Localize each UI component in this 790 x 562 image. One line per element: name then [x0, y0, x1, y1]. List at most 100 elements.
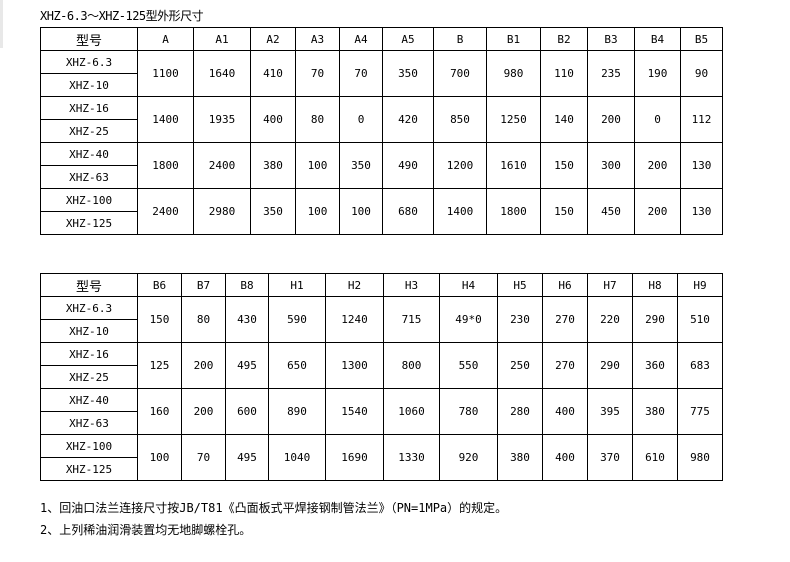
value-cell: 1250	[486, 96, 541, 143]
table-row: XHZ-40 160 200 600 890 1540 1060 780 280 400 395 38…	[40, 388, 723, 435]
value-cell: 410	[250, 50, 296, 97]
value-cell: 200	[634, 188, 681, 235]
table-row: XHZ-125	[40, 211, 723, 235]
column-header: B8	[225, 273, 269, 297]
value-cell: 350	[382, 50, 434, 97]
value-cell: 590	[268, 296, 326, 343]
table-row: XHZ-40 1800 2400 380 100 350 490 1200 1610 150 300…	[40, 142, 723, 189]
value-cell: 90	[680, 50, 723, 97]
column-header: H9	[677, 273, 723, 297]
value-cell: 1330	[383, 434, 440, 481]
model-cell: XHZ-6.3	[40, 296, 138, 320]
table-row: XHZ-100 2400 2980 350 100 100 680 1400 1800 150 45…	[40, 188, 723, 235]
value-cell: 683	[677, 342, 723, 389]
value-cell: 80	[181, 296, 226, 343]
value-cell: 80	[295, 96, 340, 143]
column-header: H1	[268, 273, 326, 297]
value-cell: 70	[295, 50, 340, 97]
value-cell: 775	[677, 388, 723, 435]
value-cell: 200	[181, 388, 226, 435]
value-cell: 270	[542, 342, 588, 389]
header-row: 型号 A A1 A2 A3 A4 A5 B B1 B2 B3 B4 B5	[40, 27, 723, 51]
value-cell: 400	[542, 388, 588, 435]
value-cell: 110	[540, 50, 588, 97]
value-cell: 600	[225, 388, 269, 435]
value-cell: 980	[677, 434, 723, 481]
value-cell: 49*0	[439, 296, 498, 343]
value-cell: 1060	[383, 388, 440, 435]
column-header: H7	[587, 273, 633, 297]
value-cell: 510	[677, 296, 723, 343]
value-cell: 100	[295, 188, 340, 235]
column-header: H3	[383, 273, 440, 297]
table-row: XHZ-16 1400 1935 400 80 0 420 850 1250 140 200 0 112	[40, 96, 723, 143]
table-row: XHZ-10	[40, 73, 723, 97]
value-cell: 850	[433, 96, 487, 143]
column-header: B7	[181, 273, 226, 297]
value-cell: 495	[225, 434, 269, 481]
value-cell: 450	[587, 188, 635, 235]
model-cell: XHZ-100	[40, 188, 138, 212]
value-cell: 200	[634, 142, 681, 189]
table-row: XHZ-25	[40, 119, 723, 143]
column-header: 型号	[40, 273, 138, 297]
value-cell: 1800	[486, 188, 541, 235]
value-cell: 290	[587, 342, 633, 389]
value-cell: 150	[540, 142, 588, 189]
column-header: B6	[137, 273, 182, 297]
value-cell: 300	[587, 142, 635, 189]
value-cell: 1640	[193, 50, 251, 97]
column-header: H2	[325, 273, 384, 297]
notes: 1、回油口法兰连接尺寸按JB/T81《凸面板式平焊接钢制管法兰》（PN=1MPa…	[40, 497, 507, 541]
table-row: XHZ-6.3 1100 1640 410 70 70 350 700 980 110 235 190…	[40, 50, 723, 97]
value-cell: 780	[439, 388, 498, 435]
column-header: B2	[540, 27, 588, 51]
value-cell: 100	[137, 434, 182, 481]
value-cell: 350	[250, 188, 296, 235]
table-row: XHZ-125	[40, 457, 723, 481]
column-header: H5	[497, 273, 543, 297]
value-cell: 610	[632, 434, 678, 481]
value-cell: 1300	[325, 342, 384, 389]
value-cell: 270	[542, 296, 588, 343]
model-cell: XHZ-25	[40, 365, 138, 389]
value-cell: 430	[225, 296, 269, 343]
value-cell: 650	[268, 342, 326, 389]
value-cell: 1935	[193, 96, 251, 143]
value-cell: 360	[632, 342, 678, 389]
left-edge	[0, 0, 3, 48]
value-cell: 380	[497, 434, 543, 481]
value-cell: 1690	[325, 434, 384, 481]
column-header: A2	[250, 27, 296, 51]
value-cell: 150	[137, 296, 182, 343]
model-cell: XHZ-63	[40, 165, 138, 189]
value-cell: 220	[587, 296, 633, 343]
value-cell: 1400	[137, 96, 194, 143]
column-header: H4	[439, 273, 498, 297]
value-cell: 130	[680, 142, 723, 189]
value-cell: 550	[439, 342, 498, 389]
value-cell: 890	[268, 388, 326, 435]
value-cell: 395	[587, 388, 633, 435]
value-cell: 112	[680, 96, 723, 143]
value-cell: 0	[634, 96, 681, 143]
value-cell: 380	[250, 142, 296, 189]
value-cell: 2400	[137, 188, 194, 235]
value-cell: 125	[137, 342, 182, 389]
value-cell: 250	[497, 342, 543, 389]
model-cell: XHZ-25	[40, 119, 138, 143]
value-cell: 1800	[137, 142, 194, 189]
value-cell: 380	[632, 388, 678, 435]
value-cell: 1540	[325, 388, 384, 435]
note-2: 2、上列稀油润滑装置均无地脚螺栓孔。	[40, 523, 252, 537]
column-header: B3	[587, 27, 635, 51]
value-cell: 1200	[433, 142, 487, 189]
value-cell: 1400	[433, 188, 487, 235]
column-header: B5	[680, 27, 723, 51]
page-title: XHZ-6.3～XHZ-125型外形尺寸	[40, 9, 204, 23]
value-cell: 160	[137, 388, 182, 435]
value-cell: 420	[382, 96, 434, 143]
value-cell: 150	[540, 188, 588, 235]
value-cell: 1240	[325, 296, 384, 343]
value-cell: 1040	[268, 434, 326, 481]
